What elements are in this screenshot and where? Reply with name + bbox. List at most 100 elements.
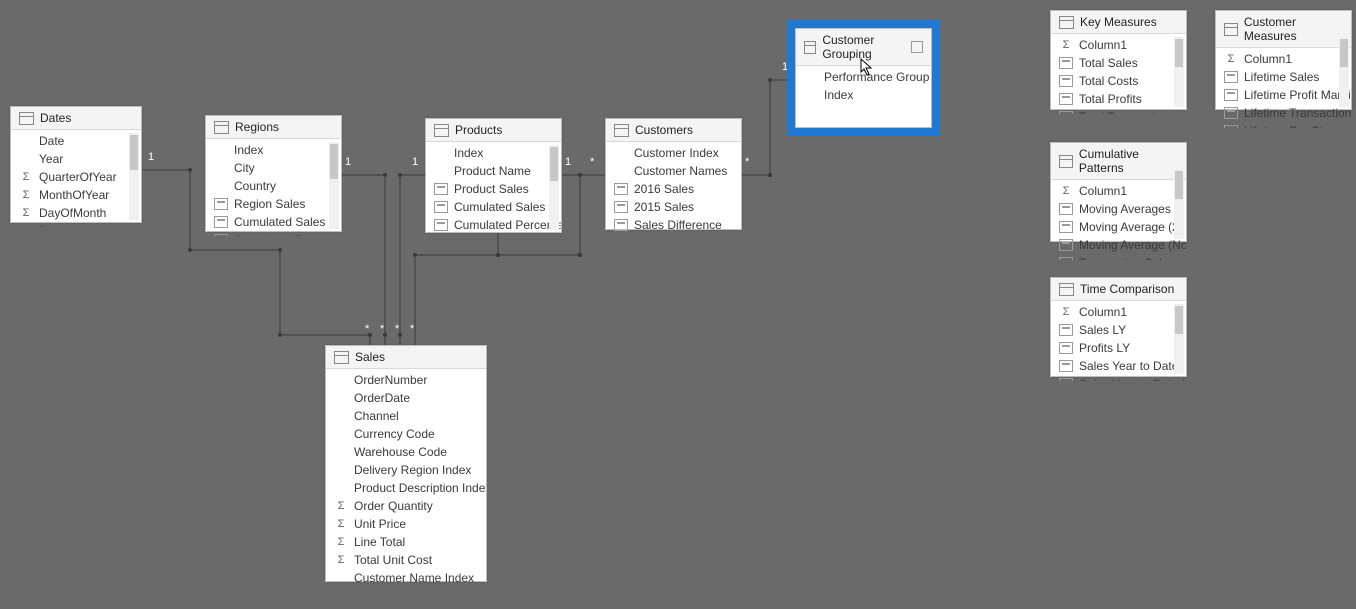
scrollbar-thumb[interactable] — [1175, 171, 1183, 199]
table-header[interactable]: Cumulative Patterns — [1051, 143, 1186, 180]
field-label: Customer Index — [634, 145, 719, 161]
field-row[interactable]: Total Sales — [1051, 54, 1186, 72]
field-row[interactable]: Column1 — [1216, 50, 1351, 68]
blank-icon — [434, 146, 448, 160]
field-row[interactable]: Line Total — [326, 533, 486, 551]
table-header[interactable]: Key Measures — [1051, 11, 1186, 34]
field-row[interactable]: Cumulated Percenta — [426, 216, 561, 234]
table-products[interactable]: ProductsIndexProduct NameProduct SalesCu… — [425, 118, 562, 233]
field-row[interactable]: Lifetime Sales — [1216, 68, 1351, 86]
table-header[interactable]: Time Comparison — [1051, 278, 1186, 301]
scrollbar-thumb[interactable] — [1175, 39, 1183, 67]
field-row[interactable]: Index — [796, 86, 931, 104]
field-row[interactable]: Cumulated Sales — [206, 213, 341, 231]
field-row[interactable]: Column1 — [1051, 182, 1186, 200]
field-row[interactable]: Customer Name Index — [326, 569, 486, 586]
table-customer_grouping[interactable]: Customer Grouping Performance GroupIndex — [795, 28, 932, 128]
field-row[interactable]: DayOfMonth — [11, 204, 141, 222]
scrollbar-thumb[interactable] — [550, 147, 558, 181]
field-row[interactable]: 2015 Sales — [606, 198, 741, 216]
scrollbar[interactable] — [329, 142, 339, 229]
scrollbar[interactable] — [549, 145, 559, 230]
field-row[interactable]: Sales LY — [1051, 321, 1186, 339]
table-customer_measures[interactable]: Customer Measures Column1Lifetime SalesLi… — [1215, 10, 1352, 110]
field-row[interactable]: Lifetime Per Store — [1216, 122, 1351, 128]
field-row[interactable]: Moving Average (No — [1051, 236, 1186, 254]
field-row[interactable]: Delivery Region Index — [326, 461, 486, 479]
scrollbar-thumb[interactable] — [130, 135, 138, 170]
table-header[interactable]: Dates — [11, 107, 141, 130]
field-row[interactable]: Performance Group — [796, 68, 931, 86]
field-row[interactable]: Total Profits — [1051, 90, 1186, 108]
field-row[interactable]: Moving Averages — [1051, 200, 1186, 218]
table-regions[interactable]: Regions IndexCityCountryRegion SalesCumul… — [205, 115, 342, 232]
table-customers[interactable]: CustomersCustomer IndexCustomer Names201… — [605, 118, 742, 230]
table-key_measures[interactable]: Key Measures Column1Total SalesTotal Cost… — [1050, 10, 1187, 110]
field-row[interactable]: Channel — [326, 407, 486, 425]
field-row[interactable]: Product Sales — [426, 180, 561, 198]
field-row[interactable]: ABC Class — [426, 234, 561, 237]
table-header[interactable]: Products — [426, 119, 561, 142]
field-row[interactable]: City — [206, 159, 341, 177]
scrollbar[interactable] — [129, 133, 139, 220]
scrollbar[interactable] — [1174, 37, 1184, 107]
field-row[interactable]: OrderDate — [326, 389, 486, 407]
relationship-line[interactable] — [740, 80, 795, 175]
field-row[interactable]: Warehouse Code — [326, 443, 486, 461]
field-row[interactable]: Column1 — [1051, 303, 1186, 321]
field-row[interactable]: Moving Average (2) — [1051, 218, 1186, 236]
field-row[interactable]: Product Description Index — [326, 479, 486, 497]
field-row[interactable]: Country — [206, 177, 341, 195]
field-row[interactable]: Cumulated Percenta — [206, 231, 341, 236]
field-row[interactable]: Customer Index — [606, 144, 741, 162]
field-row[interactable]: Sales Year to Date LY — [1051, 375, 1186, 381]
field-row[interactable]: OrderNumber — [326, 371, 486, 389]
scrollbar[interactable] — [1174, 304, 1184, 374]
field-row[interactable]: Lifetime Profit Margi — [1216, 86, 1351, 104]
field-row[interactable]: Index — [206, 141, 341, 159]
field-label: Column1 — [1079, 183, 1127, 199]
table-header[interactable]: Customer Measures — [1216, 11, 1351, 48]
table-dates[interactable]: Dates DateYearQuarterOfYearMonthOfYearDay… — [10, 106, 142, 223]
field-row[interactable]: Order Quantity — [326, 497, 486, 515]
table-header[interactable]: Sales — [326, 346, 486, 369]
filter-icon[interactable] — [911, 41, 923, 53]
relationship-line[interactable] — [400, 175, 425, 345]
field-row[interactable]: Lifetime Transactions — [1216, 104, 1351, 122]
field-row[interactable]: QuarterOfYear — [11, 168, 141, 186]
calculator-icon — [214, 233, 228, 236]
field-row[interactable]: Region Sales — [206, 195, 341, 213]
scrollbar-thumb[interactable] — [330, 144, 338, 179]
field-row[interactable]: Profits LY — [1051, 339, 1186, 357]
field-row[interactable]: Cumulated Sales — [426, 198, 561, 216]
field-row[interactable]: Year — [11, 150, 141, 168]
field-row[interactable]: Total Transactions — [1051, 108, 1186, 114]
field-row[interactable]: Currency Code — [326, 425, 486, 443]
field-row[interactable]: Date — [11, 132, 141, 150]
scrollbar[interactable] — [1339, 37, 1349, 107]
field-row[interactable]: 2016 Sales — [606, 180, 741, 198]
field-row[interactable]: Total Costs — [1051, 72, 1186, 90]
scrollbar-thumb[interactable] — [1175, 306, 1183, 334]
field-row[interactable]: Sales Difference — [606, 216, 741, 234]
table-time_comparison[interactable]: Time Comparison Column1Sales LYProfits LY… — [1050, 277, 1187, 377]
table-icon — [214, 121, 229, 134]
table-cumulative_patterns[interactable]: Cumulative PatternsColumn1Moving Average… — [1050, 142, 1187, 242]
relationship-line[interactable] — [340, 175, 385, 345]
field-row[interactable]: Total Unit Cost — [326, 551, 486, 569]
field-row[interactable]: MonthOfYear — [11, 186, 141, 204]
table-header[interactable]: Regions — [206, 116, 341, 139]
field-row[interactable]: Index — [426, 144, 561, 162]
scrollbar[interactable] — [1174, 169, 1184, 239]
field-row[interactable]: Sales Year to Date — [1051, 357, 1186, 375]
field-row[interactable]: Column1 — [1051, 36, 1186, 54]
field-row[interactable]: Unit Price — [326, 515, 486, 533]
table-header[interactable]: Customer Grouping — [796, 29, 931, 66]
table-sales[interactable]: Sales OrderNumberOrderDateChannelCurrency… — [325, 345, 487, 582]
table-header[interactable]: Customers — [606, 119, 741, 142]
field-row[interactable]: Product Name — [426, 162, 561, 180]
scrollbar-thumb[interactable] — [1340, 39, 1348, 67]
field-row[interactable]: DateInt — [11, 222, 141, 227]
field-row[interactable]: Customer Names — [606, 162, 741, 180]
field-row[interactable]: Transaction Sales — [1051, 254, 1186, 260]
